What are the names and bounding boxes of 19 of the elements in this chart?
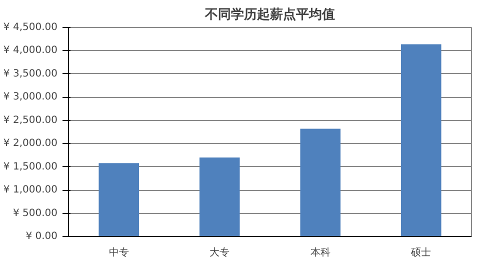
y-tick-label: ¥ 1,000.00 [3,184,58,196]
x-tick-label: 本科 [310,246,330,258]
y-tick-label: ¥ 3,000.00 [3,92,58,103]
y-tick-label: ¥ 4,500.00 [3,22,58,33]
y-tick-label: ¥ 1,500.00 [3,161,58,172]
x-tick-label: 大专 [210,246,230,258]
y-tick-label: ¥ 3,500.00 [3,68,58,80]
bar [400,44,442,236]
bar [300,128,341,236]
y-tick-label: ¥ 4,000.00 [3,45,58,56]
y-tick-label: ¥ 2,500.00 [3,114,58,126]
x-tick-label: 硕士 [410,246,432,258]
chart-title: 不同学历起薪点平均值 [204,6,335,22]
y-tick-label: ¥ 2,000.00 [3,138,58,150]
bar [199,158,240,236]
bar [98,163,140,236]
y-tick-label: ¥ 500.00 [12,208,58,219]
y-tick-label: ¥ 0.00 [26,231,58,242]
x-tick-label: 中专 [108,246,129,258]
